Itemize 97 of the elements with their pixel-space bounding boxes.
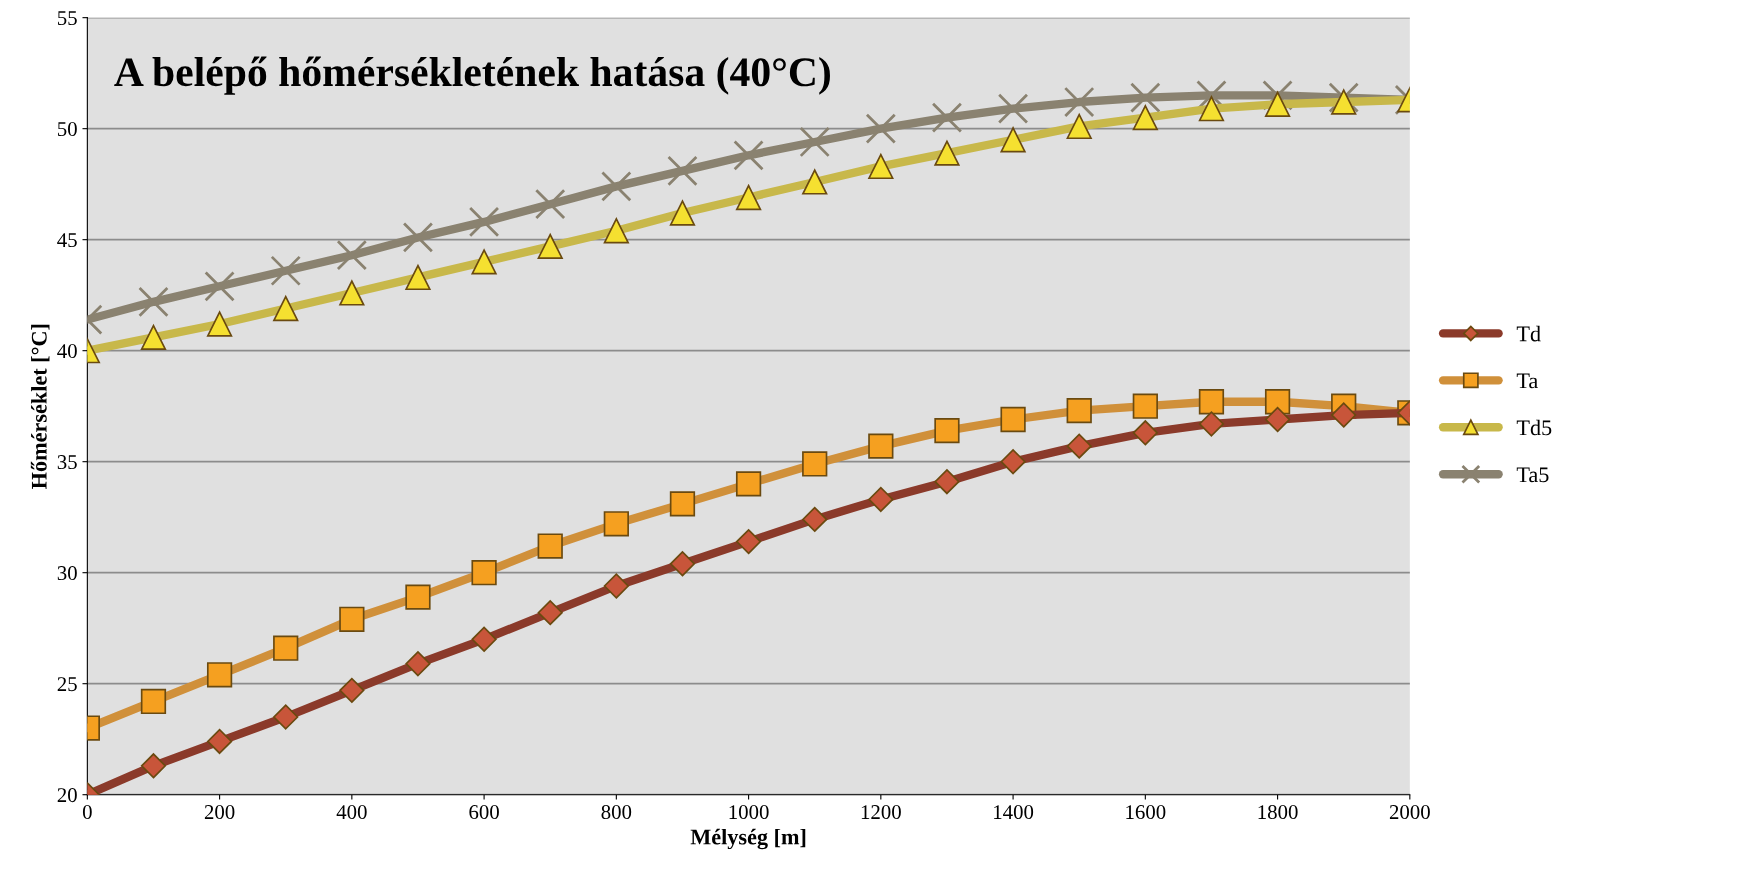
point <box>603 511 629 537</box>
point <box>735 528 762 555</box>
legend-label: Td5 <box>1516 419 1552 436</box>
x-axis-title: Mélység [m] <box>690 828 806 850</box>
point <box>537 233 563 259</box>
point <box>802 506 828 533</box>
point <box>273 635 299 661</box>
point <box>1132 393 1158 419</box>
point <box>140 688 167 715</box>
point <box>140 324 167 350</box>
y-tick-label: 30 <box>57 566 77 581</box>
point <box>273 295 299 322</box>
point <box>471 560 497 586</box>
point <box>1264 91 1291 117</box>
y-tick-label: 20 <box>57 788 77 803</box>
x-tick-label: 0 <box>82 805 92 820</box>
point <box>865 113 897 144</box>
point <box>868 433 894 459</box>
legend-label: Ta5 <box>1516 467 1549 483</box>
point <box>405 584 431 610</box>
point <box>1130 82 1161 113</box>
point <box>1066 113 1092 140</box>
point <box>204 271 235 302</box>
point <box>802 169 828 195</box>
x-tick-label: 1200 <box>861 805 901 820</box>
x-tick-label: 1000 <box>729 805 769 820</box>
point <box>534 188 566 220</box>
point <box>1132 104 1158 131</box>
point <box>1331 89 1357 115</box>
y-tick-label: 35 <box>57 455 77 470</box>
point <box>735 471 762 497</box>
point <box>537 600 563 626</box>
point <box>868 153 894 180</box>
point <box>405 264 431 291</box>
point <box>1000 127 1026 153</box>
point <box>140 753 167 779</box>
point <box>1264 406 1291 433</box>
point <box>934 469 960 495</box>
y-tick-label: 45 <box>57 233 77 248</box>
point <box>601 171 632 202</box>
point <box>336 239 368 271</box>
y-tick-label: 55 <box>58 11 77 26</box>
point <box>669 491 696 517</box>
point <box>471 626 497 652</box>
x-tick-label: 1800 <box>1258 805 1298 820</box>
point <box>471 249 497 275</box>
y-tick-label: 25 <box>57 677 77 692</box>
point <box>603 218 629 244</box>
x-tick-label: 400 <box>336 805 367 820</box>
point <box>669 200 696 226</box>
x-tick-label: 600 <box>469 805 499 820</box>
point <box>537 533 563 559</box>
point <box>603 573 629 599</box>
point <box>339 606 365 632</box>
point <box>1132 420 1158 446</box>
text: A belépő hőmérsékletének hatása (40°C) <box>114 56 830 95</box>
y-axis-title: Hőmérséklet [°C] <box>30 324 50 489</box>
point <box>1063 86 1095 118</box>
point <box>1198 96 1225 122</box>
legend-label: Td <box>1516 325 1541 342</box>
point <box>468 206 500 238</box>
point <box>802 451 828 477</box>
point <box>1066 433 1092 459</box>
point <box>667 155 698 187</box>
point <box>669 551 696 577</box>
point <box>405 651 431 677</box>
y-tick-label: 40 <box>57 344 77 359</box>
point <box>1000 449 1026 475</box>
point <box>733 140 764 171</box>
point <box>339 677 365 703</box>
point <box>735 184 762 211</box>
x-tick-label: 2000 <box>1389 805 1430 820</box>
x-tick-label: 1600 <box>1126 805 1166 820</box>
point <box>934 417 960 444</box>
point <box>1000 406 1026 433</box>
legend-label: Ta <box>1516 373 1538 389</box>
point <box>1198 411 1225 437</box>
point <box>206 662 233 688</box>
x-tick-label: 200 <box>204 805 235 820</box>
point <box>1066 397 1092 424</box>
y-tick-label: 50 <box>58 122 77 137</box>
x-tick-label: 800 <box>601 805 632 820</box>
point <box>868 486 894 513</box>
point <box>402 222 434 253</box>
point <box>934 140 960 166</box>
point <box>339 280 365 306</box>
x-tick-label: 1400 <box>994 805 1034 820</box>
point <box>931 102 963 133</box>
point <box>206 728 233 755</box>
point <box>206 311 233 337</box>
point <box>997 93 1029 124</box>
point <box>273 704 299 730</box>
point <box>1331 402 1357 428</box>
point <box>270 255 301 287</box>
point <box>799 126 830 158</box>
point <box>138 286 169 318</box>
point <box>1198 389 1225 415</box>
